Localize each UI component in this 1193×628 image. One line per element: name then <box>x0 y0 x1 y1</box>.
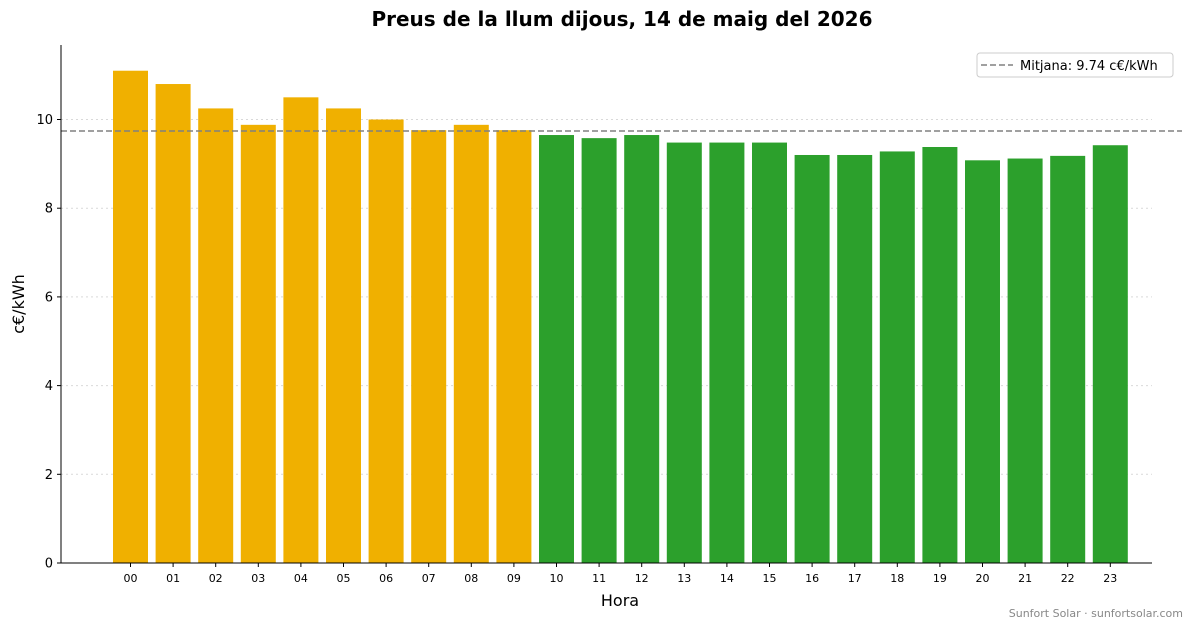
bar-14 <box>709 142 745 564</box>
bar-20 <box>965 160 1000 563</box>
x-tick-label: 16 <box>805 572 819 585</box>
bar-10 <box>539 135 574 563</box>
legend-box <box>976 52 1174 78</box>
bar-18 <box>879 151 915 563</box>
y-tick-label: 8 <box>45 202 53 217</box>
legend: Mitjana: 9.74 c€/kWh <box>976 52 1174 78</box>
x-tick-label: 05 <box>337 572 351 585</box>
x-tick-label: 08 <box>464 572 478 585</box>
bar-12 <box>624 135 660 563</box>
footer-credit: Sunfort Solar · sunfortsolar.com <box>1009 607 1183 620</box>
y-tick-label: 0 <box>45 557 53 572</box>
x-tick-label: 22 <box>1061 572 1075 585</box>
bar-19 <box>922 147 958 563</box>
y-tick-label: 6 <box>45 290 53 305</box>
bar-09 <box>496 130 532 563</box>
x-tick-label: 04 <box>294 572 308 585</box>
x-tick-label: 11 <box>592 572 606 585</box>
y-ticks: 0 2 4 6 8 10 <box>36 113 61 572</box>
y-tick-label: 2 <box>45 468 53 483</box>
bar-22 <box>1050 155 1086 563</box>
chart-title: Preus de la llum dijous, 14 de maig del … <box>371 7 872 31</box>
x-tick-label: 18 <box>890 572 904 585</box>
x-tick-label: 02 <box>209 572 223 585</box>
bar-06 <box>368 119 404 564</box>
bar-23 <box>1092 145 1128 564</box>
x-tick-label: 23 <box>1103 572 1117 585</box>
x-tick-label: 10 <box>550 572 564 585</box>
x-tick-label: 21 <box>1018 572 1032 585</box>
x-tick-label: 09 <box>507 572 521 585</box>
bar-07 <box>411 130 447 563</box>
x-tick-label: 07 <box>422 572 436 585</box>
x-tick-label: 13 <box>677 572 691 585</box>
bar-16 <box>794 154 830 563</box>
x-tick-label: 00 <box>124 572 138 585</box>
x-tick-label: 17 <box>848 572 862 585</box>
x-tick-label: 01 <box>166 572 180 585</box>
x-tick-label: 03 <box>251 572 265 585</box>
axes <box>60 45 1152 564</box>
bar-17 <box>837 154 873 563</box>
bar-04 <box>283 97 319 564</box>
y-tick-label: 4 <box>45 379 53 394</box>
y-tick-label: 10 <box>36 113 53 128</box>
bar-01 <box>155 84 191 563</box>
bars-group <box>113 70 1128 564</box>
bar-05 <box>326 108 361 563</box>
bar-00 <box>113 70 148 564</box>
bar-03 <box>240 124 276 563</box>
x-tick-label: 20 <box>976 572 990 585</box>
legend-label: Mitjana: 9.74 c€/kWh <box>1020 59 1158 74</box>
x-ticks: 00 01 02 03 04 05 06 07 08 09 10 11 12 13 14 15 16 17 18 19… <box>124 563 1117 585</box>
x-tick-label: 14 <box>720 572 734 585</box>
x-tick-label: 15 <box>763 572 777 585</box>
y-axis-label: c€/kWh <box>9 274 28 334</box>
bar-21 <box>1007 158 1043 563</box>
bar-15 <box>752 142 787 564</box>
x-tick-label: 19 <box>933 572 947 585</box>
x-tick-label: 06 <box>379 572 393 585</box>
x-tick-label: 12 <box>635 572 649 585</box>
x-axis-label: Hora <box>601 591 639 610</box>
bar-08 <box>453 124 489 563</box>
bar-13 <box>666 142 702 564</box>
bar-11 <box>581 138 617 564</box>
bar-02 <box>198 108 234 563</box>
